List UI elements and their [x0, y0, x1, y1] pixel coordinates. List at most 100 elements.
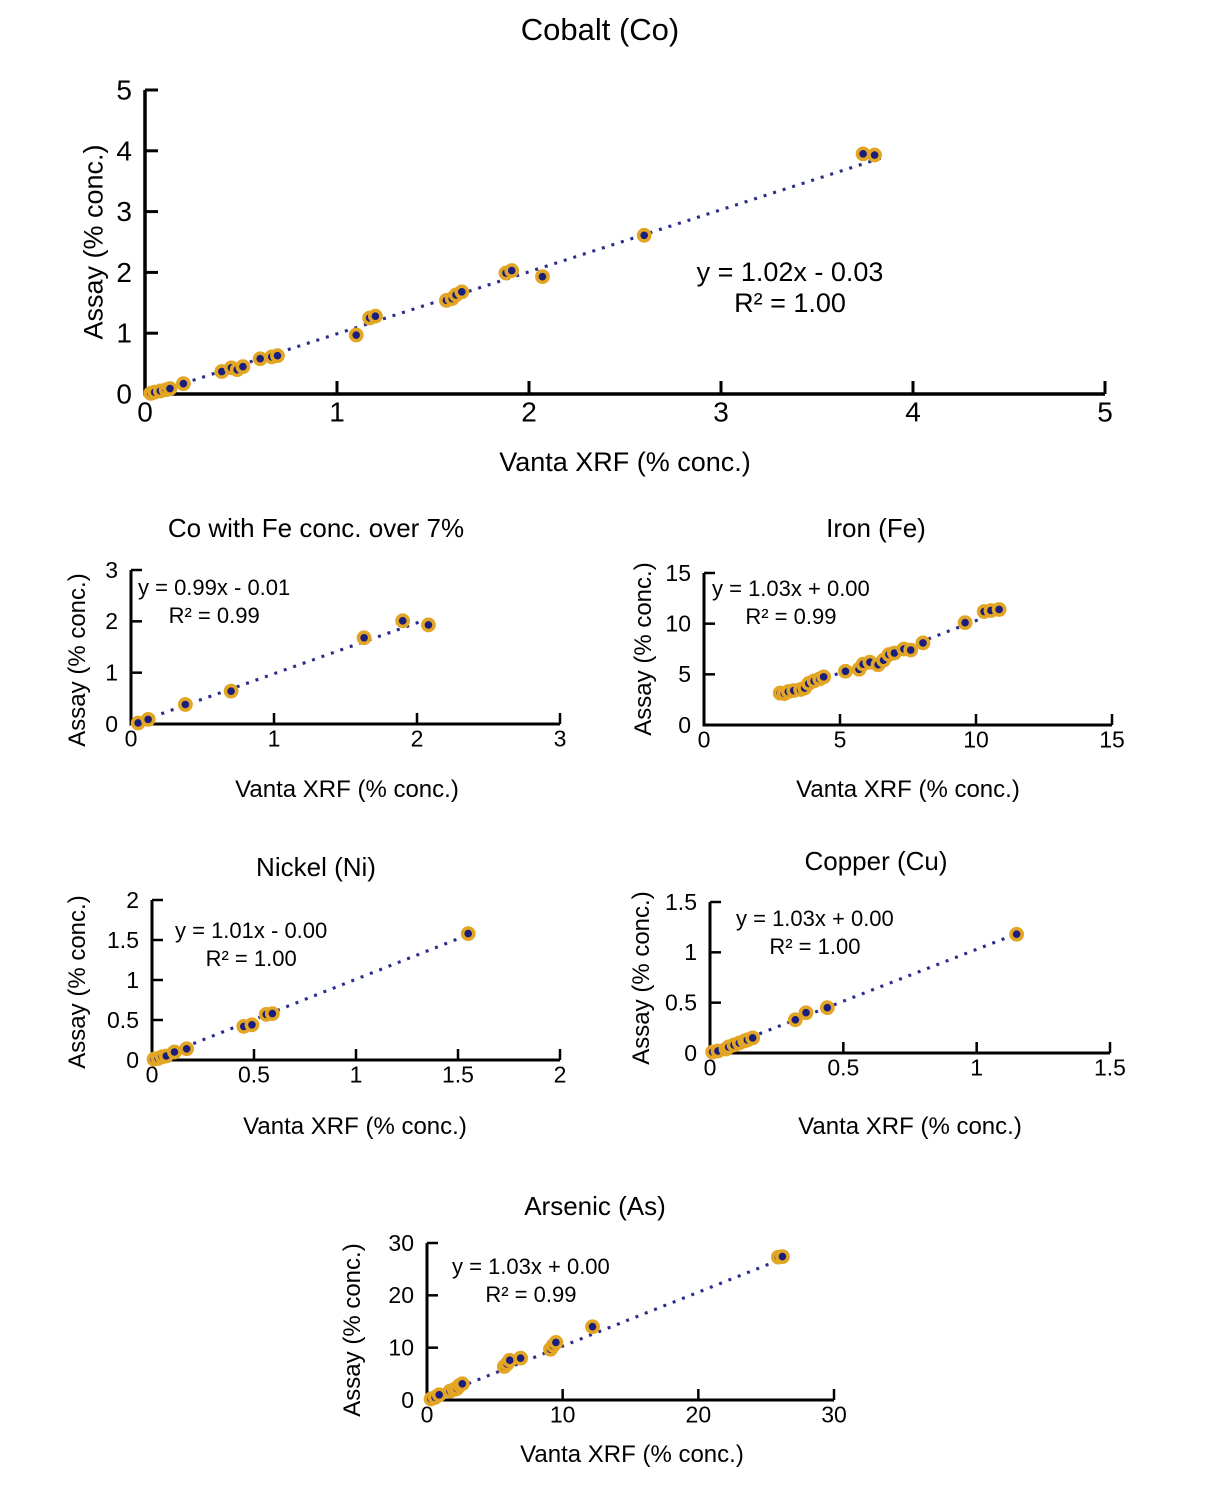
x-axis-label: Vanta XRF (% conc.) [520, 1441, 744, 1468]
data-point [167, 1044, 182, 1060]
data-point [235, 359, 251, 375]
chart-title: Co with Fe conc. over 7% [167, 513, 465, 543]
data-point [179, 1041, 195, 1057]
chart-copper: 0 0.5 1 1.5 0 0.5 1 1.5 Copper (Cu) y = 1.03x +… [608, 830, 1216, 1160]
data-point [367, 308, 383, 324]
data-point [504, 263, 520, 278]
data-point [745, 1030, 761, 1046]
x-tick-label: 10 [963, 727, 989, 753]
y-tick-label: 0 [105, 711, 118, 737]
x-tick-label: 0 [421, 1402, 434, 1428]
data-point [513, 1350, 529, 1366]
data-point [991, 602, 1007, 617]
data-point [636, 227, 652, 243]
chart-co-high-fe: 0 1 2 3 0 1 2 3 Co with Fe conc. over 7% y = 0.… [0, 500, 608, 830]
data-point [816, 669, 832, 685]
x-tick-label: 1 [268, 726, 281, 752]
x-tick-label: 0 [137, 396, 153, 427]
data-point [460, 926, 476, 941]
y-axis-label: Assay (% conc.) [64, 573, 91, 747]
chart-title: Arsenic (As) [524, 1191, 666, 1221]
x-axis-label: Vanta XRF (% conc.) [796, 776, 1020, 803]
x-tick-label: 0.5 [238, 1062, 270, 1088]
chart-title: Nickel (Ni) [256, 852, 376, 882]
fit-equation-line: y = 1.03x + 0.00 [712, 576, 870, 601]
plot-area-copper: 0 0.5 1 1.5 0 0.5 1 1.5 [665, 889, 1126, 1081]
x-tick-label: 0.5 [827, 1055, 859, 1081]
x-tick-label: 5 [1097, 396, 1113, 427]
x-tick-label: 15 [1099, 727, 1125, 753]
x-tick-label: 1 [329, 396, 345, 427]
y-tick-label: 3 [105, 557, 118, 583]
x-tick-label: 0 [146, 1062, 159, 1088]
data-point [819, 1000, 835, 1016]
y-axis-label: Assay (% conc.) [339, 1243, 366, 1417]
y-tick-label: 10 [388, 1334, 414, 1360]
data-point [915, 635, 931, 651]
data-point [585, 1319, 600, 1335]
fit-r-squared: R² = 1.00 [205, 946, 297, 971]
fit-equation-line: y = 0.99x - 0.01 [138, 575, 291, 600]
data-point [454, 1376, 470, 1392]
y-axis-label: Assay (% conc.) [78, 144, 109, 340]
data-point [1009, 926, 1025, 942]
fit-r-squared: R² = 0.99 [485, 1282, 577, 1307]
data-point [775, 1249, 790, 1265]
data-point [252, 351, 268, 367]
x-tick-label: 20 [686, 1402, 712, 1428]
fit-equation-line: y = 1.03x + 0.00 [736, 906, 894, 931]
data-point [177, 697, 193, 712]
plot-area-arsenic: 0 10 20 30 0 10 20 30 [388, 1230, 847, 1428]
y-axis-label: Assay (% conc.) [64, 895, 91, 1069]
x-tick-label: 1 [970, 1055, 983, 1081]
fit-equation: y = 1.03x + 0.00 R² = 0.99 [712, 575, 870, 631]
data-point [244, 1017, 260, 1033]
x-tick-label: 2 [411, 726, 424, 752]
y-tick-label: 0 [678, 712, 691, 738]
y-tick-label: 2 [116, 257, 132, 288]
x-axis-label: Vanta XRF (% conc.) [499, 447, 751, 477]
y-tick-label: 20 [388, 1282, 414, 1308]
trendline [155, 931, 473, 1060]
data-point [348, 327, 364, 343]
data-point [421, 617, 436, 633]
x-axis-label: Vanta XRF (% conc.) [243, 1113, 467, 1140]
y-tick-label: 1 [116, 318, 132, 349]
y-tick-label: 1 [126, 967, 139, 993]
y-tick-label: 1 [105, 659, 118, 685]
data-point [838, 663, 853, 679]
x-tick-label: 3 [554, 726, 567, 752]
y-tick-label: 1.5 [665, 889, 697, 915]
data-point [162, 381, 178, 396]
chart-iron: 0 5 10 15 0 5 10 15 Iron (Fe) y = 1.03x + 0.00 … [608, 500, 1216, 830]
data-point [855, 146, 871, 162]
fit-equation: y = 0.99x - 0.01 R² = 0.99 [138, 574, 290, 630]
data-point [454, 284, 470, 300]
x-axis-label: Vanta XRF (% conc.) [798, 1113, 1022, 1140]
x-tick-label: 1.5 [1094, 1055, 1126, 1081]
fit-equation-line: y = 1.02x - 0.03 [696, 257, 884, 287]
y-tick-label: 0 [401, 1387, 414, 1413]
data-point [264, 1006, 280, 1021]
fit-equation: y = 1.02x - 0.03 R² = 1.00 [697, 257, 884, 319]
x-axis-label: Vanta XRF (% conc.) [235, 776, 459, 803]
x-tick-label: 1 [350, 1062, 363, 1088]
y-axis-label: Assay (% conc.) [628, 891, 655, 1065]
chart-arsenic: 0 10 20 30 0 10 20 30 Arsenic (As) y = 1.03x + … [280, 1160, 936, 1504]
chart-nickel: 0 0.5 1 1.5 2 0 0.5 1 1.5 2 Nickel (Ni) y = 1.01x… [0, 830, 608, 1160]
y-tick-label: 2 [126, 887, 139, 913]
fit-equation-line: y = 1.03x + 0.00 [452, 1254, 610, 1279]
x-tick-label: 3 [713, 396, 729, 427]
plot-area-cobalt: 0 1 2 3 4 5 0 1 2 3 4 5 [116, 75, 1113, 428]
y-tick-label: 3 [116, 196, 132, 227]
y-tick-label: 10 [665, 610, 691, 636]
y-tick-label: 5 [116, 75, 132, 106]
data-point [903, 642, 919, 658]
x-tick-label: 30 [821, 1402, 847, 1428]
data-point [787, 1012, 803, 1028]
y-tick-label: 15 [665, 560, 691, 586]
fit-r-squared: R² = 1.00 [769, 934, 861, 959]
data-point [175, 376, 191, 392]
x-tick-label: 0 [698, 727, 711, 753]
data-point [957, 615, 973, 631]
